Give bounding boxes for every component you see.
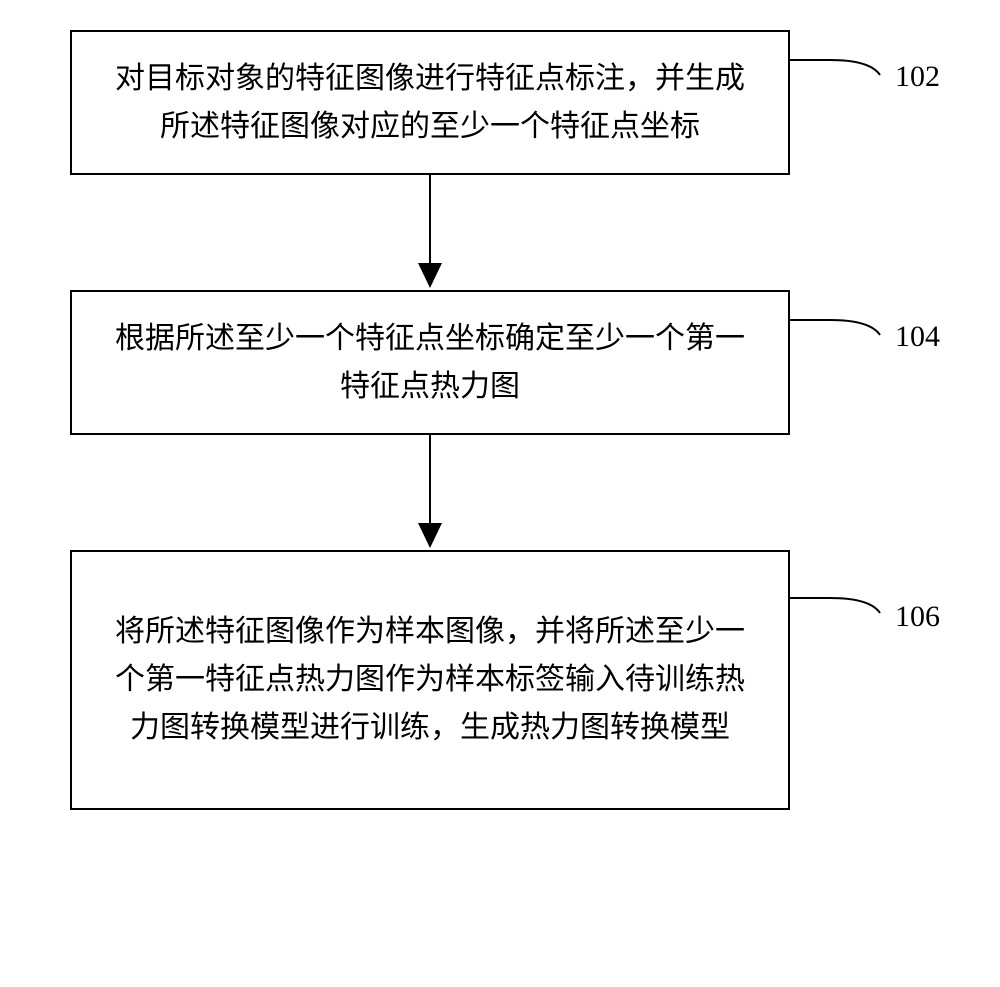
arrow-line (429, 435, 431, 530)
flowchart-step-102: 对目标对象的特征图像进行特征点标注，并生成所述特征图像对应的至少一个特征点坐标 (70, 30, 790, 175)
flowchart-step-106: 将所述特征图像作为样本图像，并将所述至少一个第一特征点热力图作为样本标签输入待训… (70, 550, 790, 810)
step-text: 对目标对象的特征图像进行特征点标注，并生成所述特征图像对应的至少一个特征点坐标 (102, 55, 758, 151)
arrow-line (429, 175, 431, 270)
flow-arrow (70, 435, 790, 550)
arrow-head-icon (418, 523, 442, 548)
flowchart-step-104: 根据所述至少一个特征点坐标确定至少一个第一特征点热力图 (70, 290, 790, 435)
arrow-head-icon (418, 263, 442, 288)
step-text: 根据所述至少一个特征点坐标确定至少一个第一特征点热力图 (102, 315, 758, 411)
step-label-102: 102 (895, 60, 940, 94)
flow-arrow (70, 175, 790, 290)
step-label-106: 106 (895, 600, 940, 634)
step-label-104: 104 (895, 320, 940, 354)
flowchart-container: 对目标对象的特征图像进行特征点标注，并生成所述特征图像对应的至少一个特征点坐标 … (70, 30, 930, 810)
step-text: 将所述特征图像作为样本图像，并将所述至少一个第一特征点热力图作为样本标签输入待训… (102, 608, 758, 752)
